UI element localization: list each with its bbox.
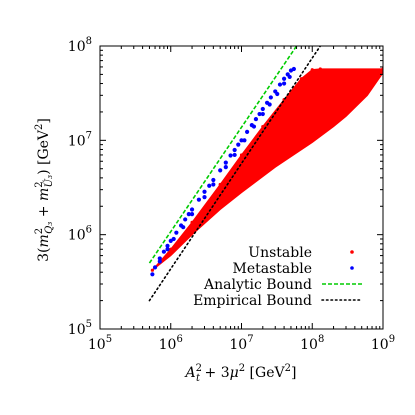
metastable-point <box>275 91 280 97</box>
metastable-point <box>161 249 166 254</box>
x-tick-label: 105 <box>88 334 112 353</box>
metastable-point <box>267 102 272 107</box>
unstable-point <box>318 67 322 71</box>
metastable-point <box>223 165 228 170</box>
metastable-point <box>260 111 265 117</box>
metastable-point <box>268 95 273 100</box>
metastable-point <box>228 153 233 158</box>
y-tick-label: 107 <box>68 130 92 149</box>
analytic-bound-line <box>148 46 298 264</box>
unstable-point <box>299 77 303 81</box>
unstable-point <box>169 247 173 251</box>
metastable-point <box>218 168 223 173</box>
unstable-point <box>218 182 222 187</box>
metastable-point <box>287 74 292 80</box>
metastable-point <box>211 177 216 183</box>
metastable-point <box>242 138 247 143</box>
metastable-point <box>211 182 216 187</box>
x-axis-label: A2 t + 3μ2 [GeV2] <box>184 363 297 384</box>
legend-marker <box>350 266 354 270</box>
metastable-point <box>189 212 195 217</box>
y-tick-label: 106 <box>68 225 92 244</box>
x-tick-label: 106 <box>159 334 183 353</box>
y-tick-label: 105 <box>68 319 92 338</box>
unstable-point <box>310 68 314 72</box>
metastable-point <box>165 243 170 249</box>
metastable-point <box>196 197 202 202</box>
metastable-point <box>253 116 259 122</box>
y-axis-label: 3(m2Q₃ + m2Ũ₃) [GeV2] <box>34 118 55 262</box>
metastable-point <box>232 152 237 158</box>
x-tick-label: 108 <box>300 334 324 353</box>
legend-label: Unstable <box>248 245 312 261</box>
metastable-point <box>183 217 188 222</box>
legend-label: Empirical Bound <box>193 293 312 309</box>
unstable-point <box>261 124 265 129</box>
y-tick-label: 108 <box>68 36 92 55</box>
metastable-point <box>291 66 296 72</box>
metastable-point <box>157 256 162 261</box>
metastable-point <box>281 76 287 81</box>
metastable-point <box>181 225 186 230</box>
unstable-point <box>190 220 194 224</box>
x-tick-label: 109 <box>371 334 395 353</box>
metastable-point <box>150 272 155 277</box>
metastable-point <box>152 265 158 270</box>
metastable-point <box>277 82 283 87</box>
metastable-point <box>202 189 207 194</box>
legend-label: Analytic Bound <box>203 277 312 293</box>
metastable-point <box>232 147 237 153</box>
unstable-point-region <box>151 68 383 271</box>
legend-label: Metastable <box>233 261 312 277</box>
metastable-point <box>174 230 179 235</box>
metastable-point <box>257 111 262 117</box>
unstable-point <box>239 153 244 157</box>
empirical-bound-line <box>148 46 322 302</box>
metastable-point <box>281 81 287 86</box>
metastable-point <box>157 259 162 264</box>
metastable-point <box>236 142 241 147</box>
metastable-point <box>260 106 265 112</box>
unstable-point <box>150 268 154 272</box>
metastable-point <box>186 212 191 217</box>
metastable-point <box>171 236 176 242</box>
metastable-point <box>239 138 244 143</box>
tick-layer: 105 106 107 108 109 105 106 107 108 <box>68 36 395 353</box>
metastable-point <box>189 207 195 212</box>
legend-marker <box>350 250 354 254</box>
metastable-point <box>223 160 228 165</box>
metastable-point <box>202 195 207 200</box>
metastable-point <box>207 183 212 188</box>
metastable-point <box>251 124 257 129</box>
metastable-point <box>165 247 170 252</box>
plot-layer <box>148 46 383 302</box>
x-tick-label: 107 <box>229 334 253 353</box>
metastable-point <box>245 129 250 134</box>
